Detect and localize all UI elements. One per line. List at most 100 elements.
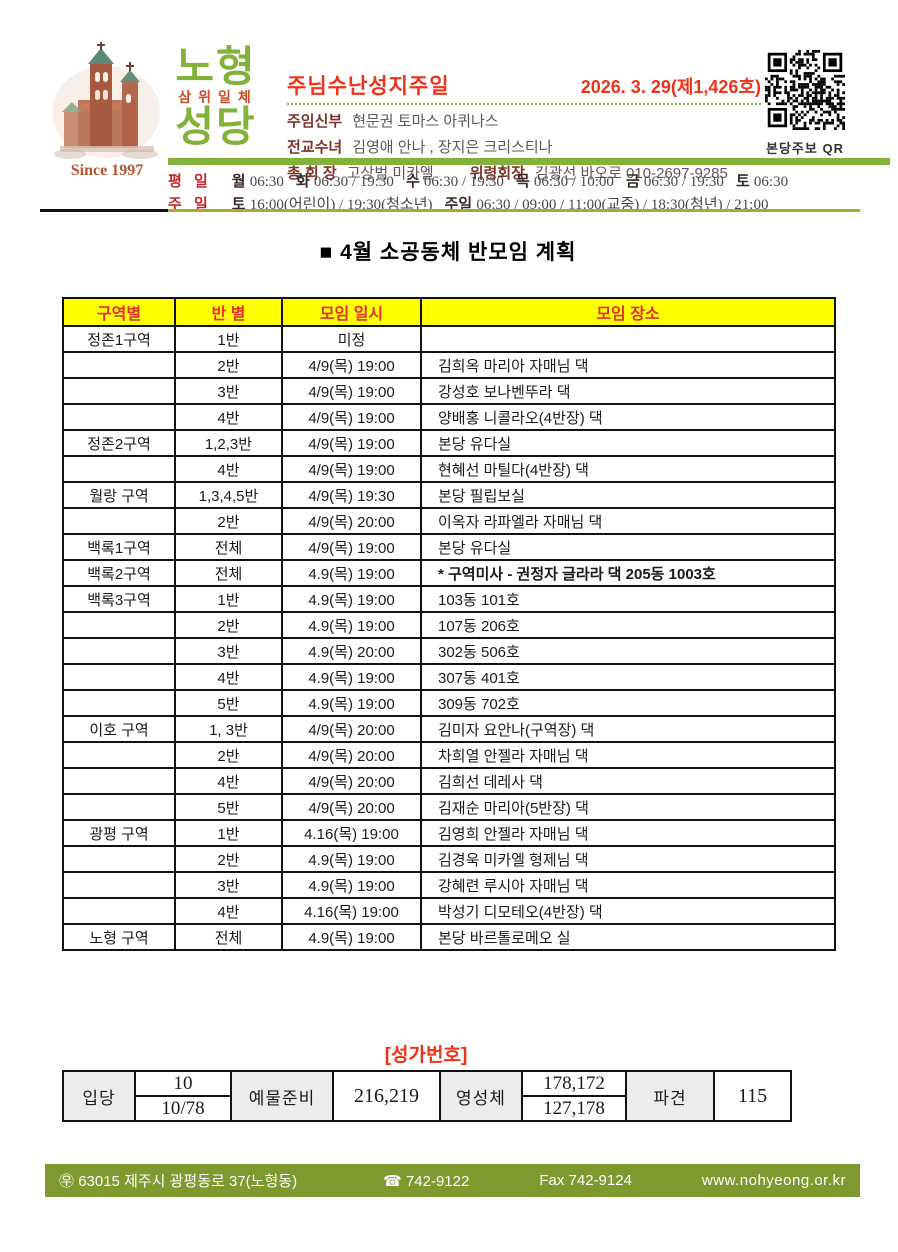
place-cell: 본당 필립보실 bbox=[420, 481, 836, 509]
when-cell: 4/9(목) 19:30 bbox=[281, 481, 422, 509]
when-cell: 4.9(목) 19:00 bbox=[281, 663, 422, 691]
when-cell: 4.9(목) 20:00 bbox=[281, 637, 422, 665]
table-row: 2반 4.9(목) 19:00 김경욱 미카엘 형제님 댁 bbox=[62, 845, 836, 873]
mass-day: 금 bbox=[625, 173, 640, 190]
when-cell: 4/9(목) 20:00 bbox=[281, 793, 422, 821]
table-row: 4반 4.9(목) 19:00 307동 401호 bbox=[62, 663, 836, 691]
when-cell: 4.9(목) 19:00 bbox=[281, 585, 422, 613]
table-row: 월랑 구역 1,3,4,5반 4/9(목) 19:30 본당 필립보실 bbox=[62, 481, 836, 509]
hymn-table: 입당 10 10/78 예물준비 216,219 영성체 178,172 127,178 파견 1… bbox=[62, 1070, 792, 1122]
staff-line: 전교수녀 김영애 안나 , 장지은 크리스티나 bbox=[287, 136, 761, 157]
ban-cell: 5반 bbox=[174, 689, 283, 717]
mass-time: 06:30 / 10:00 bbox=[533, 174, 614, 190]
place-cell: 김미자 요안나(구역장) 댁 bbox=[420, 715, 836, 743]
place-cell: 강혜련 루시아 자매님 댁 bbox=[420, 871, 836, 899]
when-cell: 4/9(목) 19:00 bbox=[281, 429, 422, 457]
zone-cell: 백록3구역 bbox=[62, 585, 176, 613]
footer-address: ㉾ 63015 제주시 광평동로 37(노형동) bbox=[59, 1170, 297, 1191]
zone-cell bbox=[62, 793, 176, 821]
table-row: 백록3구역 1반 4.9(목) 19:00 103동 101호 bbox=[62, 585, 836, 613]
ban-cell: 3반 bbox=[174, 871, 283, 899]
hymn-value: 115 bbox=[713, 1070, 792, 1122]
when-cell: 4.16(목) 19:00 bbox=[281, 897, 422, 925]
header-info: 주님수난성지주일 2026. 3. 29(제1,426호) 주임신부 현문권 토마… bbox=[287, 70, 761, 183]
table-row: 2반 4/9(목) 20:00 차희열 안젤라 자매님 댁 bbox=[62, 741, 836, 769]
ban-cell: 2반 bbox=[174, 741, 283, 769]
zone-cell: 백록1구역 bbox=[62, 533, 176, 561]
zone-cell bbox=[62, 611, 176, 639]
footer-website-link[interactable]: www.nohyeong.or.kr bbox=[701, 1172, 846, 1189]
mass-day: 토 bbox=[735, 173, 750, 190]
place-cell: 본당 유다실 bbox=[420, 429, 836, 457]
table-row: 노형 구역 전체 4.9(목) 19:00 본당 바르톨로메오 실 bbox=[62, 923, 836, 951]
hymn-fraction: 10 10/78 bbox=[136, 1072, 230, 1120]
place-cell: 307동 401호 bbox=[420, 663, 836, 691]
staff-label: 주임신부 bbox=[287, 113, 343, 130]
when-cell: 4.9(목) 19:00 bbox=[281, 923, 422, 951]
ban-cell: 1반 bbox=[174, 585, 283, 613]
issue-date: 2026. 3. 29(제1,426호) bbox=[580, 77, 761, 97]
place-cell: 김경욱 미카엘 형제님 댁 bbox=[420, 845, 836, 873]
place-cell: 현혜선 마틸다(4반장) 댁 bbox=[420, 455, 836, 483]
hymn-label: 영성체 bbox=[439, 1070, 523, 1122]
table-row: 백록1구역 전체 4/9(목) 19:00 본당 유다실 bbox=[62, 533, 836, 561]
header-divider-left bbox=[40, 209, 168, 212]
when-cell: 4/9(목) 19:00 bbox=[281, 377, 422, 405]
hymn-fraction-bottom: 10/78 bbox=[161, 1098, 205, 1119]
when-cell: 4/9(목) 19:00 bbox=[281, 403, 422, 431]
church-illustration bbox=[50, 42, 162, 162]
mass-day: 수 bbox=[405, 173, 420, 190]
table-row: 3반 4.9(목) 20:00 302동 506호 bbox=[62, 637, 836, 665]
when-cell: 4.9(목) 19:00 bbox=[281, 611, 422, 639]
zone-cell bbox=[62, 663, 176, 691]
mass-time: 06:30 / 19:30 bbox=[423, 174, 504, 190]
meeting-table-body: 정존1구역 1반 미정 2반 4/9(목) 19:00 김희옥 마리아 자매님 댁 3반 4/… bbox=[62, 325, 836, 951]
zone-cell: 노형 구역 bbox=[62, 923, 176, 951]
phone-text: 742-9122 bbox=[405, 1172, 470, 1190]
zone-cell bbox=[62, 403, 176, 431]
hymn-section-title: [성가번호] bbox=[384, 1045, 468, 1066]
ban-cell: 2반 bbox=[174, 611, 283, 639]
when-cell: 4/9(목) 20:00 bbox=[281, 715, 422, 743]
when-cell: 4/9(목) 19:00 bbox=[281, 455, 422, 483]
ban-cell: 4반 bbox=[174, 767, 283, 795]
place-cell: 302동 506호 bbox=[420, 637, 836, 665]
ban-cell: 2반 bbox=[174, 507, 283, 535]
when-cell: 4/9(목) 19:00 bbox=[281, 351, 422, 379]
zone-cell bbox=[62, 455, 176, 483]
staff-value: 김광선 바오로 010-2697-9285 bbox=[534, 165, 728, 182]
address-text: 63015 제주시 광평동로 37(노형동) bbox=[78, 1173, 298, 1190]
zone-cell bbox=[62, 351, 176, 379]
column-header: 반 별 bbox=[174, 297, 283, 327]
hymn-value: 216,219 bbox=[332, 1070, 441, 1122]
logo-line1: 노형 bbox=[175, 43, 257, 90]
when-cell: 4/9(목) 20:00 bbox=[281, 767, 422, 795]
place-cell: 김재순 마리아(5반장) 댁 bbox=[420, 793, 836, 821]
mass-time: 06:30 bbox=[249, 174, 284, 190]
ban-cell: 1,3,4,5반 bbox=[174, 481, 283, 509]
table-row: 2반 4.9(목) 19:00 107동 206호 bbox=[62, 611, 836, 639]
place-cell: 본당 바르톨로메오 실 bbox=[420, 923, 836, 951]
place-cell: 김희선 데레사 댁 bbox=[420, 767, 836, 795]
hymn-value: 10 10/78 bbox=[134, 1070, 232, 1122]
zone-cell bbox=[62, 507, 176, 535]
staff-line: 총 회 장 고상범 미카엘 위령회장 김광선 바오로 010-2697-9285 bbox=[287, 162, 761, 183]
place-cell: 103동 101호 bbox=[420, 585, 836, 613]
place-cell: 107동 206호 bbox=[420, 611, 836, 639]
ban-cell: 3반 bbox=[174, 637, 283, 665]
phone-icon: ☎ bbox=[383, 1172, 402, 1190]
zone-cell: 정존1구역 bbox=[62, 325, 176, 353]
logo-line3: 성당 bbox=[175, 103, 257, 150]
table-row: 5반 4/9(목) 20:00 김재순 마리아(5반장) 댁 bbox=[62, 793, 836, 821]
ban-cell: 4반 bbox=[174, 663, 283, 691]
header-divider-right bbox=[168, 209, 860, 212]
sunday-label: 주 일 bbox=[168, 196, 212, 213]
table-row: 4반 4/9(목) 19:00 양배홍 니콜라오(4반장) 댁 bbox=[62, 403, 836, 431]
place-cell: 김영희 안젤라 자매님 댁 bbox=[420, 819, 836, 847]
zone-cell: 월랑 구역 bbox=[62, 481, 176, 509]
place-cell: 차희열 안젤라 자매님 댁 bbox=[420, 741, 836, 769]
ban-cell: 5반 bbox=[174, 793, 283, 821]
meeting-table-header-row: 구역별 반 별 모임 일시 모임 장소 bbox=[62, 297, 836, 327]
when-cell: 4.16(목) 19:00 bbox=[281, 819, 422, 847]
